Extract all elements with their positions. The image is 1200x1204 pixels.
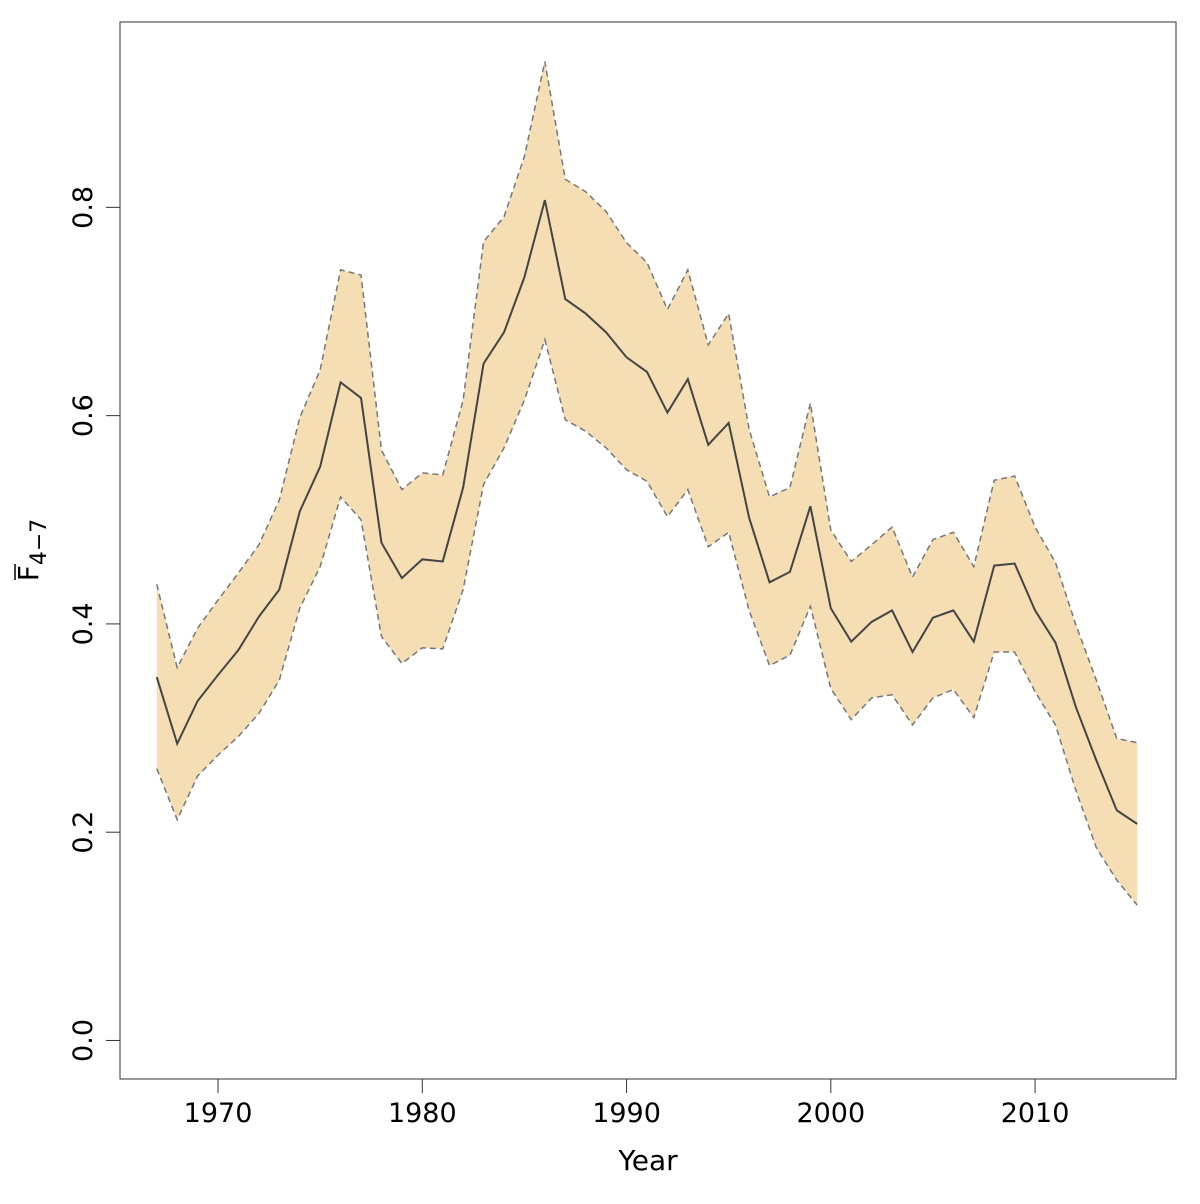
x-tick-label: 1980 bbox=[388, 1098, 457, 1129]
confidence-band bbox=[156, 61, 1138, 906]
x-axis: 1970 1980 1990 2000 2010 bbox=[184, 1078, 1070, 1129]
y-tick-label: 0.0 bbox=[68, 1019, 99, 1062]
y-tick-label: 0.2 bbox=[68, 811, 99, 854]
x-tick-label: 2000 bbox=[796, 1098, 865, 1129]
y-tick-label: 0.4 bbox=[68, 602, 99, 645]
upper-bound-line bbox=[156, 61, 1138, 744]
y-axis-label-sub: 4−7 bbox=[27, 519, 52, 565]
y-axis-label-main: F bbox=[12, 565, 45, 581]
lower-bound-line bbox=[156, 336, 1138, 906]
y-axis: 0.0 0.2 0.4 0.6 0.8 bbox=[68, 186, 121, 1062]
y-tick-label: 0.6 bbox=[68, 394, 99, 437]
svg-text:F4−7: F4−7 bbox=[12, 519, 52, 582]
x-axis-label: Year bbox=[617, 1144, 678, 1177]
y-tick-label: 0.8 bbox=[68, 186, 99, 229]
x-tick-label: 1990 bbox=[592, 1098, 661, 1129]
estimate-line bbox=[155, 199, 1138, 825]
x-tick-label: 1970 bbox=[184, 1098, 253, 1129]
x-tick-label: 2010 bbox=[1001, 1098, 1070, 1129]
y-axis-label: F4−7 bbox=[12, 519, 52, 582]
